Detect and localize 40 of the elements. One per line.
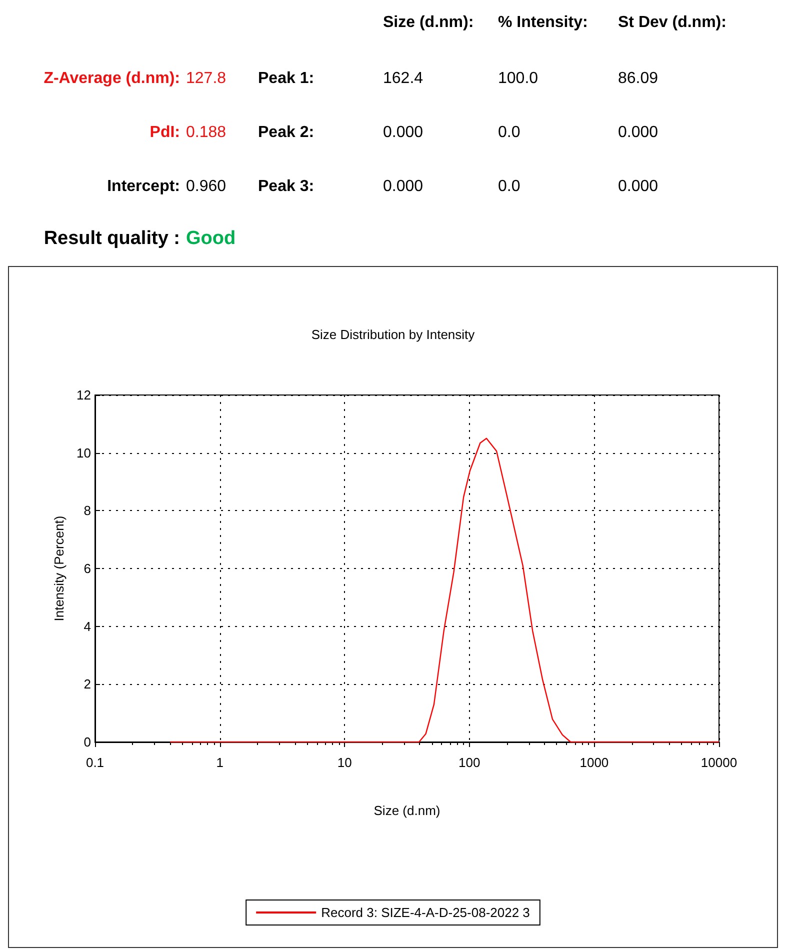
text: % Intensity: — [498, 14, 588, 32]
text: 0.000 — [383, 124, 424, 142]
text: Intercept: — [107, 178, 180, 196]
text: 0.000 — [618, 124, 658, 142]
x-tick-label: 100 — [458, 755, 480, 770]
x-tick-label: 0.1 — [86, 755, 104, 770]
x-tick-label: 10000 — [700, 755, 738, 770]
y-tick-label: 2 — [84, 676, 91, 692]
text: 0.000 — [383, 178, 424, 196]
text: 127.8 — [186, 70, 226, 88]
text: 0.0 — [498, 178, 520, 196]
text: 86.09 — [618, 70, 658, 88]
x-tick-label: 1 — [216, 755, 224, 770]
x-axis-title: Size (d.nm) — [374, 803, 440, 818]
y-tick-label: 0 — [84, 734, 91, 750]
legend-label: Record 3: SIZE-4-A-D-25-08-2022 3 — [321, 905, 530, 920]
y-tick-label: 6 — [84, 561, 91, 576]
text: 0.000 — [618, 178, 658, 196]
text: Peak 1: — [258, 70, 314, 88]
y-tick-label: 4 — [84, 618, 91, 634]
text: St Dev (d.nm): — [618, 14, 726, 32]
chart-title: Size Distribution by Intensity — [311, 327, 476, 342]
text: Z-Average (d.nm): — [44, 70, 180, 88]
text: 0.0 — [498, 124, 520, 142]
y-tick-label: 12 — [76, 388, 91, 402]
text: 162.4 — [383, 70, 424, 88]
x-tick-label: 1000 — [580, 755, 609, 770]
text: Peak 2: — [258, 124, 314, 142]
y-axis-title: Intensity (Percent) — [52, 516, 67, 622]
x-tick-label: 10 — [337, 755, 352, 770]
text: Size (d.nm): — [383, 14, 474, 32]
y-tick-label: 10 — [76, 445, 91, 460]
text: 0.188 — [186, 124, 226, 142]
text: Result quality : — [44, 228, 180, 250]
text: 0.960 — [186, 178, 226, 196]
text: Peak 3: — [258, 178, 314, 196]
y-tick-label: 8 — [84, 503, 91, 518]
text: 100.0 — [498, 70, 538, 88]
text: PdI: — [150, 124, 180, 142]
text: Good — [186, 228, 236, 250]
